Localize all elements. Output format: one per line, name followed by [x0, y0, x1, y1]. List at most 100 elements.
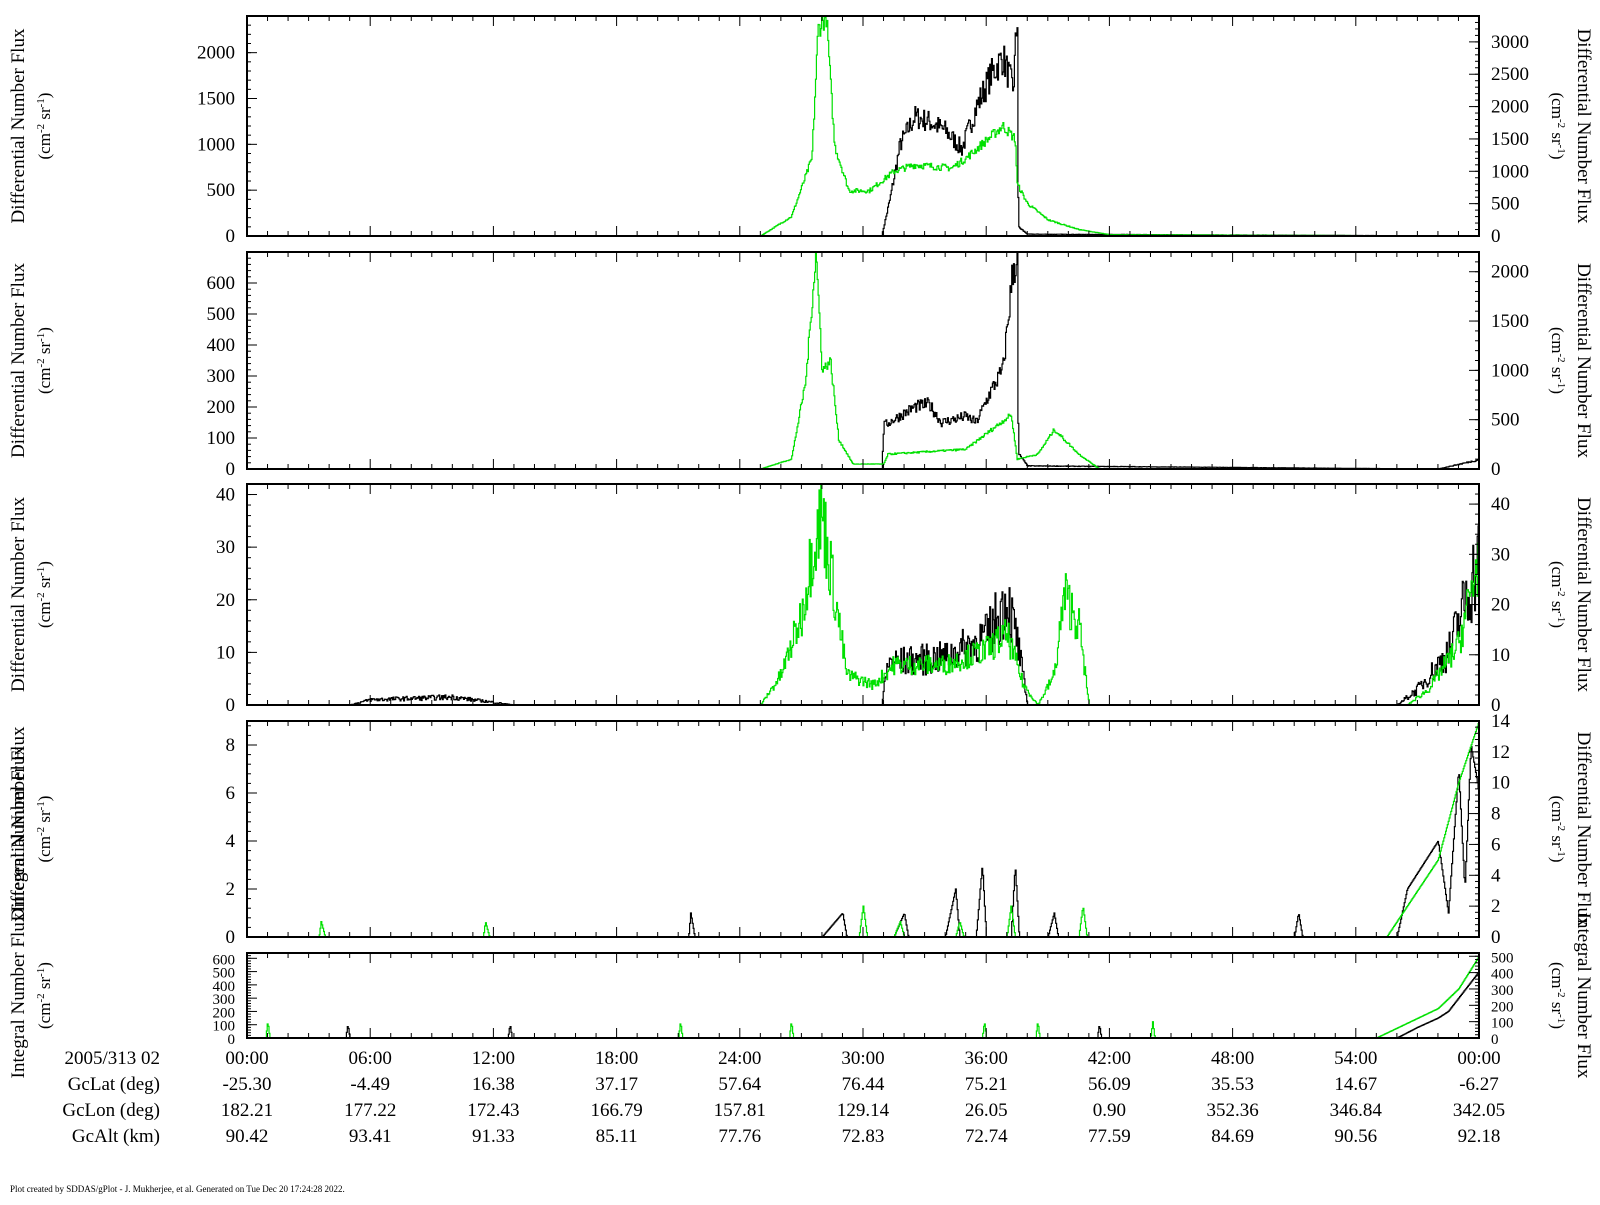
time-row-value: 172.43: [467, 1100, 519, 1121]
panel-4-ytick-label-right: 0: [1491, 927, 1501, 948]
time-row-value: -6.27: [1459, 1074, 1499, 1095]
units-close: ): [35, 327, 54, 333]
time-row-value: 0.90: [1093, 1100, 1126, 1121]
units-mid: sr: [35, 977, 54, 994]
time-row-label: 2005/313 02: [64, 1048, 160, 1069]
time-row-value: 57.64: [718, 1074, 761, 1095]
panel-5-ytick-label-left: 300: [213, 992, 236, 1008]
units-mid: sr: [1548, 831, 1567, 848]
panel-2-ytick-label-left: 600: [207, 273, 236, 294]
units-base: (cm: [35, 368, 54, 394]
units-exp: -2: [1555, 353, 1567, 362]
units-mid: sr: [35, 576, 54, 593]
time-row-value: 36:00: [965, 1048, 1008, 1069]
time-row-value: 352.36: [1206, 1100, 1258, 1121]
time-row-label: GcLon (deg): [62, 1100, 160, 1121]
panel-5-ylabel-left-title: Integral Number Flux: [8, 912, 29, 1078]
panel-4-ytick-label-right: 10: [1491, 773, 1510, 794]
panel-4-ylabel-left: Integral Number Flux (cm-2 sr-1): [8, 746, 54, 912]
time-row-value: 06:00: [349, 1048, 392, 1069]
time-row-value: 37.17: [595, 1074, 638, 1095]
time-row-value: 166.79: [590, 1100, 642, 1121]
panel-2-ytick-label-right: 500: [1491, 410, 1520, 431]
panel-2-ytick-label-left: 0: [226, 459, 236, 480]
panel-4-ylabel-left-overprint: Differential Number Flux: [8, 726, 29, 921]
units-mid: sr: [1548, 128, 1567, 145]
panel-3-ylabel-right: Differential Number Flux (cm-2 sr-1): [1548, 497, 1594, 692]
panel-5-ylabel-left: Integral Number Flux (cm-2 sr-1): [8, 912, 54, 1078]
panel-2-ytick-label-left: 500: [207, 304, 236, 325]
panel-5-ytick-label-left: 500: [213, 966, 236, 982]
panel-4-ylabel-left-units: (cm-2 sr-1): [35, 796, 54, 863]
panel-3-ytick-label-left: 30: [216, 537, 235, 558]
time-row-value: 90.42: [226, 1126, 269, 1147]
time-row-value: 26.05: [965, 1100, 1008, 1121]
panel-2-ytick-label-right: 0: [1491, 459, 1501, 480]
units-base: (cm: [35, 133, 54, 159]
units-close: ): [1548, 857, 1567, 863]
panel-4-ylabel-overprint-text: Differential Number Flux: [8, 726, 29, 921]
panel-2-ytick-label-right: 1000: [1491, 360, 1529, 381]
panel-4-ytick-label-right: 14: [1491, 711, 1511, 732]
panel-5-ytick-label-left: 400: [213, 979, 236, 995]
units-base: (cm: [1548, 962, 1567, 988]
panel-4-ytick-label-right: 12: [1491, 742, 1510, 763]
panel-5-ytick-label-left: 100: [213, 1019, 236, 1035]
panel-1-ylabel-left: Differential Number Flux (cm-2 sr-1): [8, 28, 54, 223]
panel-3-ylabel-left: Differential Number Flux (cm-2 sr-1): [8, 497, 54, 692]
panel-4-ylabel-right-units: (cm-2 sr-1): [1548, 796, 1567, 863]
panel-2-ylabel-left-title: Differential Number Flux: [8, 263, 29, 458]
panel-2-ytick-label-right: 2000: [1491, 262, 1529, 283]
panel-5-ytick-label-right: 300: [1491, 983, 1514, 999]
panel-5-ytick-label-right: 400: [1491, 967, 1514, 983]
time-row-value: 72.74: [965, 1126, 1008, 1147]
time-row-value: 93.41: [349, 1126, 392, 1147]
units-exp: -1: [1555, 1014, 1567, 1023]
panel-1-ytick-label-right: 2000: [1491, 97, 1529, 118]
units-exp: -2: [1555, 822, 1567, 831]
panel-3-series-2: [247, 484, 1480, 706]
panel-2-ytick-label-left: 300: [207, 366, 236, 387]
panel-1-ylabel-left-title: Differential Number Flux: [8, 28, 29, 223]
units-close: ): [35, 962, 54, 968]
units-exp: -2: [1555, 119, 1567, 128]
time-row-value: 35.53: [1211, 1074, 1254, 1095]
panel-3-ytick-label-right: 0: [1491, 695, 1501, 716]
panel-4-series-2: [247, 721, 1480, 938]
panel-3-ylabel-left-units: (cm-2 sr-1): [35, 561, 54, 628]
panel-2-ytick-label-left: 400: [207, 335, 236, 356]
panel-3-ylabel-right-title: Differential Number Flux: [1573, 497, 1594, 692]
panel-1-ytick-label-right: 0: [1491, 226, 1501, 247]
time-row-value: 24:00: [718, 1048, 761, 1069]
units-close: ): [35, 796, 54, 802]
panel-2-series-1: [247, 251, 1480, 470]
panel-1-ytick-label-left: 1500: [197, 89, 235, 110]
time-row-value: 30:00: [841, 1048, 884, 1069]
panel-4-ytick-label-left: 6: [226, 783, 236, 804]
panel-2-ytick-label-left: 100: [207, 428, 236, 449]
panel-3-ytick-label-right: 20: [1491, 595, 1510, 616]
panel-1-ytick-label-left: 0: [226, 226, 236, 247]
panel-2-ylabel-right: Differential Number Flux (cm-2 sr-1): [1548, 263, 1594, 458]
units-mid: sr: [1548, 998, 1567, 1015]
panel-5-ytick-label-right: 200: [1491, 999, 1514, 1015]
panel-1-ytick-label-right: 500: [1491, 194, 1520, 215]
panel-2-frame: [246, 251, 1480, 470]
panel-5-ytick-label-left: 0: [228, 1032, 236, 1048]
panel-4-ytick-label-left: 4: [226, 831, 236, 852]
units-exp: -1: [35, 98, 47, 107]
time-row-value: 14.67: [1334, 1074, 1377, 1095]
panel-2-ylabel-right-units: (cm-2 sr-1): [1548, 327, 1567, 394]
panel-4-ytick-label-right: 6: [1491, 834, 1501, 855]
panel-4-ylabel-right: Differential Number Flux (cm-2 sr-1): [1548, 732, 1594, 927]
time-row-value: 72.83: [842, 1126, 885, 1147]
time-row-value: 85.11: [596, 1126, 638, 1147]
units-exp: -1: [1555, 613, 1567, 622]
time-row-value: 342.05: [1453, 1100, 1505, 1121]
panel-3-ytick-label-right: 30: [1491, 544, 1510, 565]
time-row-value: 54:00: [1334, 1048, 1377, 1069]
units-exp: -2: [35, 124, 47, 133]
panel-3-ytick-label-left: 20: [216, 590, 235, 611]
time-row-value: 77.59: [1088, 1126, 1131, 1147]
panel-5-series-2: [247, 956, 1480, 1039]
